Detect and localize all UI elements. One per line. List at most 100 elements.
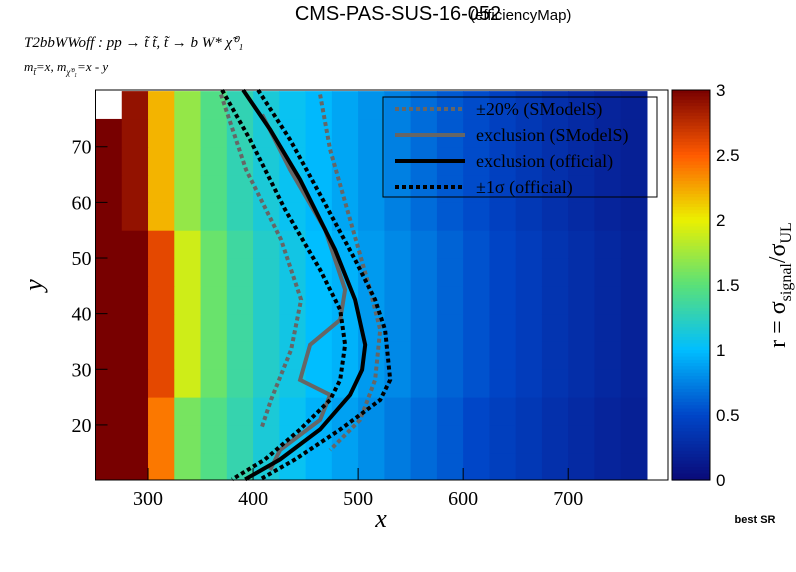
cell <box>436 452 464 481</box>
cell <box>594 313 622 342</box>
cell <box>436 397 464 426</box>
colorbar-slice <box>672 187 710 192</box>
cell <box>384 397 412 426</box>
cell <box>305 118 333 148</box>
masses: mt̃=x, mχ̃⁰₁=x - y <box>24 59 108 77</box>
cell <box>410 369 438 398</box>
cell <box>148 202 175 231</box>
cell <box>174 341 202 370</box>
cell <box>200 174 228 203</box>
cell <box>148 341 175 370</box>
cell <box>620 230 648 259</box>
colorbar-slice <box>672 262 710 267</box>
cell <box>253 313 280 342</box>
cell <box>463 174 490 203</box>
colorbar-slice <box>672 294 710 299</box>
cell <box>489 174 517 203</box>
cell <box>410 452 438 481</box>
cell <box>620 174 648 203</box>
cell <box>121 397 149 426</box>
cell <box>148 452 175 481</box>
cell <box>515 285 543 315</box>
cell <box>148 174 175 203</box>
z-label-part: /σ <box>765 243 791 263</box>
cell <box>620 91 648 120</box>
cell <box>515 118 543 148</box>
cell <box>594 452 622 481</box>
colorbar-slice <box>672 353 710 358</box>
cell <box>515 146 543 176</box>
cell <box>594 424 622 454</box>
colorbar-slice <box>672 255 710 260</box>
cell <box>384 230 412 259</box>
cell <box>358 369 385 398</box>
colorbar-slice <box>672 155 710 159</box>
cell <box>331 313 359 342</box>
cell <box>594 230 622 259</box>
cell <box>174 91 202 120</box>
cell <box>148 230 175 259</box>
cell <box>620 146 648 176</box>
colorbar-slice <box>672 395 710 400</box>
cell <box>541 452 569 481</box>
cell <box>279 202 307 231</box>
cell <box>594 202 622 231</box>
colorbar-slice <box>672 330 710 335</box>
cell <box>463 146 490 176</box>
y-tick-label: 20 <box>72 415 92 437</box>
x-tick-label: 500 <box>343 488 373 510</box>
mass-sub: t̃ <box>33 67 37 77</box>
cell <box>200 230 228 259</box>
cell <box>410 397 438 426</box>
cell <box>568 369 595 398</box>
cell <box>515 230 543 259</box>
cell <box>358 258 385 287</box>
cell <box>568 424 595 454</box>
cell <box>463 118 490 148</box>
cell <box>121 91 149 120</box>
colorbar-slice <box>672 291 710 296</box>
cell <box>226 369 254 398</box>
cell <box>489 258 517 287</box>
cell <box>148 397 175 426</box>
colorbar-slice <box>672 259 710 263</box>
cell <box>226 341 254 370</box>
colorbar-slice <box>672 301 710 306</box>
colorbar-slice <box>672 317 710 322</box>
chart-title: CMS-PAS-SUS-16-052 <box>295 3 501 25</box>
cell <box>410 258 438 287</box>
contour <box>241 88 368 482</box>
cell <box>620 118 648 148</box>
cell <box>200 118 228 148</box>
colorbar-slice <box>672 434 710 439</box>
cell <box>95 341 123 370</box>
colorbar-slice <box>672 275 710 280</box>
cell <box>384 452 412 481</box>
legend-label: ±1σ (official) <box>476 177 573 198</box>
z-tick-label: 1.5 <box>716 276 740 295</box>
colorbar-slice <box>672 145 710 150</box>
x-axis-label: x <box>374 504 387 533</box>
cell <box>200 146 228 176</box>
cell <box>463 91 490 120</box>
cell <box>436 424 464 454</box>
cell <box>121 285 149 315</box>
colorbar-slice <box>672 346 710 351</box>
cell <box>95 285 123 315</box>
colorbar-slice <box>672 220 710 224</box>
cell <box>331 118 359 148</box>
cell <box>200 313 228 342</box>
mass-part: m <box>24 59 33 74</box>
cell <box>515 313 543 342</box>
cell <box>489 452 517 481</box>
colorbar-slice <box>672 463 710 468</box>
cell <box>358 174 385 203</box>
cell <box>620 258 648 287</box>
cell <box>95 424 123 454</box>
cell <box>436 230 464 259</box>
cell <box>95 397 123 426</box>
cell <box>95 369 123 398</box>
cell <box>515 258 543 287</box>
cell <box>620 285 648 315</box>
